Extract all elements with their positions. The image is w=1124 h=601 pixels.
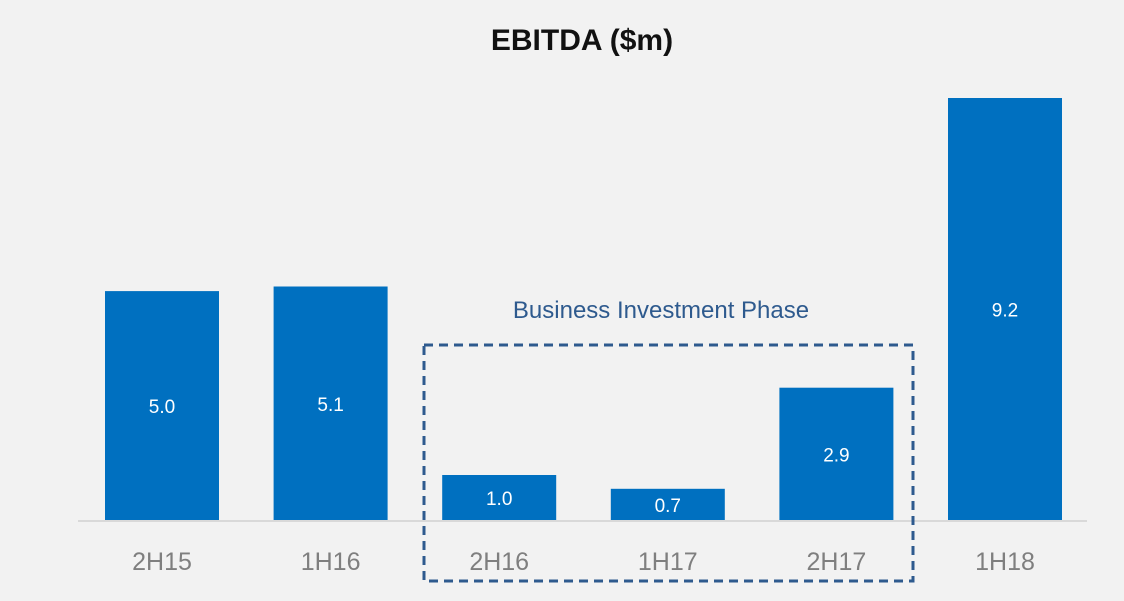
x-tick-1h17: 1H17 <box>638 548 698 576</box>
bar-1h17 <box>610 488 725 521</box>
x-tick-2h17: 2H17 <box>807 548 867 576</box>
investment-phase-box <box>422 343 915 583</box>
x-tick-labels: 2H15 1H16 2H16 1H17 2H17 1H18 <box>132 548 1035 576</box>
x-tick-2h16: 2H16 <box>469 548 529 576</box>
bar-2h16 <box>442 475 557 521</box>
bar-1h16 <box>273 286 388 521</box>
value-label-2h15: 5.0 <box>149 397 175 418</box>
value-label-1h18: 9.2 <box>992 301 1018 322</box>
bar-1h18 <box>948 98 1062 521</box>
bars-group: 5.0 5.1 1.0 0.7 2.9 9.2 <box>105 98 1062 521</box>
x-tick-1h18: 1H18 <box>975 548 1035 576</box>
bar-2h15 <box>105 291 219 521</box>
investment-phase-label: Business Investment Phase <box>513 297 809 324</box>
value-label-2h17: 2.9 <box>823 445 849 466</box>
value-label-2h16: 1.0 <box>486 489 512 510</box>
value-label-1h16: 5.1 <box>317 395 343 416</box>
x-tick-2h15: 2H15 <box>132 548 192 576</box>
chart-title: EBITDA ($m) <box>491 24 673 57</box>
x-tick-1h16: 1H16 <box>301 548 361 576</box>
bar-2h17 <box>779 387 894 521</box>
annotation-group: Business Investment Phase <box>422 297 915 583</box>
value-label-1h17: 0.7 <box>655 496 681 517</box>
